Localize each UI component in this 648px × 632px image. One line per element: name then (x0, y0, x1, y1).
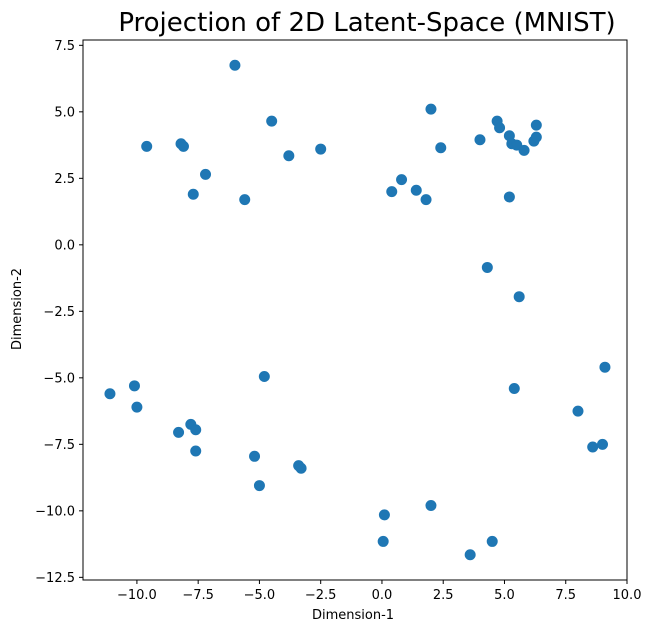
scatter-point (587, 441, 599, 453)
scatter-point (258, 371, 270, 383)
x-tick-label: 7.5 (555, 588, 576, 603)
x-tick-label: −7.5 (182, 588, 214, 603)
scatter-point (315, 143, 327, 155)
scatter-point (474, 134, 486, 146)
scatter-point (377, 535, 389, 547)
scatter-point (513, 291, 525, 303)
scatter-point (420, 194, 432, 206)
scatter-point (229, 59, 241, 71)
y-tick-label: 0.0 (54, 238, 75, 253)
x-tick-label: 2.5 (433, 588, 454, 603)
scatter-point (599, 361, 611, 373)
plot-frame (82, 39, 628, 581)
y-tick-label: −10.0 (35, 504, 75, 519)
y-tick-label: −2.5 (43, 305, 75, 320)
scatter-point (141, 140, 153, 152)
scatter-point (386, 186, 398, 198)
y-axis: 7.5 5.0 2.5 0.0 −2.5 −5.0 −7.5 −10.0 −12.5 (35, 39, 83, 586)
scatter-point (508, 382, 520, 394)
scatter-point (494, 122, 506, 134)
scatter-point (190, 424, 202, 436)
scatter-point (435, 142, 447, 154)
scatter-point (177, 140, 189, 152)
scatter-point (425, 103, 437, 115)
scatter-point (486, 535, 498, 547)
scatter-point (410, 184, 422, 196)
scatter-point (104, 388, 116, 400)
scatter-point (173, 426, 185, 438)
x-tick-label: 0.0 (372, 588, 393, 603)
scatter-point (131, 401, 143, 413)
scatter-point (283, 150, 295, 162)
y-tick-label: −7.5 (43, 438, 75, 453)
y-tick-label: 2.5 (54, 172, 75, 187)
scatter-point (464, 549, 476, 561)
y-tick-label: 5.0 (54, 105, 75, 120)
y-tick-label: 7.5 (54, 39, 75, 54)
x-axis-label: Dimension-1 (312, 608, 394, 623)
y-axis-label: Dimension-2 (10, 268, 25, 350)
scatter-point (396, 174, 408, 186)
x-tick-label: 5.0 (494, 588, 515, 603)
scatter-point (295, 462, 307, 474)
points-layer (104, 59, 611, 561)
x-tick-label: −2.5 (305, 588, 337, 603)
scatter-point (530, 119, 542, 131)
chart-title: Projection of 2D Latent-Space (MNIST) (118, 8, 615, 38)
x-axis: −10.0 −7.5 −5.0 −2.5 0.0 2.5 5.0 7.5 10.0 (117, 580, 641, 603)
y-tick-label: −5.0 (43, 371, 75, 386)
scatter-point (128, 380, 140, 392)
y-tick-label: −12.5 (35, 571, 75, 586)
scatter-point (530, 131, 542, 143)
scatter-point (249, 450, 261, 462)
scatter-point (200, 168, 212, 180)
x-tick-label: −10.0 (117, 588, 157, 603)
x-tick-label: −5.0 (244, 588, 276, 603)
scatter-point (518, 144, 530, 156)
scatter-point (253, 480, 265, 492)
scatter-point (266, 115, 278, 127)
scatter-point (239, 194, 251, 206)
scatter-point (481, 261, 493, 273)
scatter-point (572, 405, 584, 417)
scatter-point (511, 139, 523, 151)
x-tick-label: 10.0 (613, 588, 642, 603)
scatter-point (187, 188, 199, 200)
scatter-point (425, 500, 437, 512)
scatter-point (596, 438, 608, 450)
scatter-point (378, 509, 390, 521)
scatter-point (503, 191, 515, 203)
scatter-point (190, 445, 202, 457)
